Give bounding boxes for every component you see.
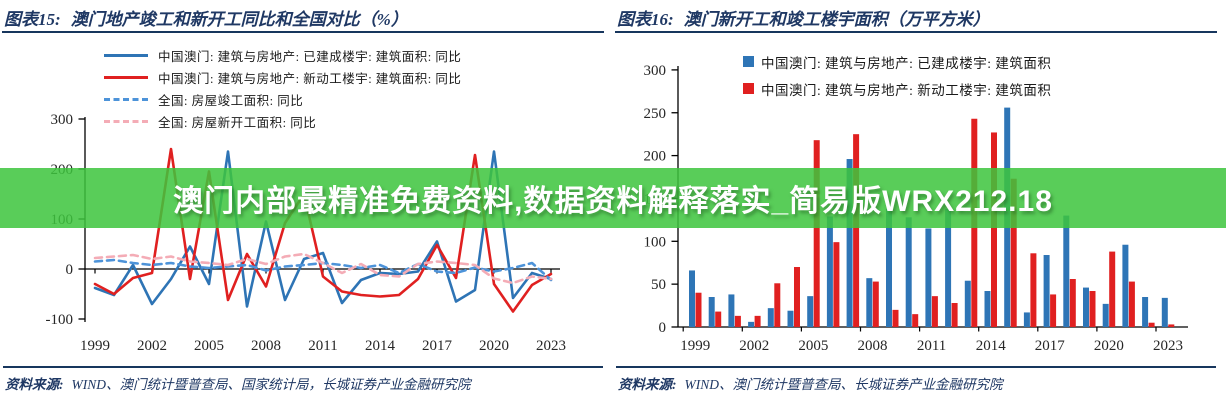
svg-text:2023: 2023 (536, 338, 566, 354)
legend-label: 中国澳门: 建筑与房地产: 新动工楼宇: 建筑面积 (761, 82, 1052, 98)
figure-number: 图表16: (617, 10, 674, 29)
svg-text:50: 50 (651, 277, 666, 293)
left-chart-title: 图表15: 澳门地产竣工和新开工同比和全国对比（%） (4, 5, 604, 30)
left-chart-legend: 中国澳门: 建筑与房地产: 已建成楼宇: 建筑面积: 同比 中国澳门: 建筑与房… (104, 44, 461, 132)
svg-text:2002: 2002 (137, 338, 167, 354)
svg-text:250: 250 (644, 106, 667, 122)
watermark-text: 澳门内部最精准免费资料,数据资料解释落实_简易版WRX212.18 (173, 185, 1053, 218)
svg-text:1999: 1999 (680, 338, 710, 354)
title-divider (615, 31, 1217, 33)
svg-text:2023: 2023 (1153, 338, 1183, 354)
left-chart-panel: 图表15: 澳门地产竣工和新开工同比和全国对比（%） 中国澳门: 建筑与房地产: … (2, 5, 605, 393)
left-source-note: 资料来源: WIND、澳门统计暨普查局、国家统计局，长城证券产业金融研究院 (5, 373, 605, 393)
svg-text:-100: -100 (46, 312, 74, 328)
svg-text:2014: 2014 (976, 338, 1007, 354)
svg-text:2011: 2011 (308, 338, 337, 354)
svg-text:2017: 2017 (1035, 338, 1066, 354)
source-text: WIND、澳门统计暨普查局、国家统计局，长城证券产业金融研究院 (71, 377, 471, 392)
svg-text:2005: 2005 (194, 338, 224, 354)
red-square-icon (743, 83, 754, 94)
svg-text:200: 200 (644, 149, 667, 165)
svg-text:2011: 2011 (917, 338, 946, 354)
legend-item: 全国: 房屋新开工面积: 同比 (104, 110, 461, 132)
blue-square-icon (743, 56, 754, 67)
pink-dashed-line-icon (104, 119, 148, 123)
blue-solid-line-icon (104, 53, 148, 57)
title-divider (2, 31, 604, 33)
svg-text:2008: 2008 (251, 338, 281, 354)
source-divider (616, 366, 1216, 368)
source-divider (3, 366, 603, 368)
svg-text:2020: 2020 (1094, 338, 1124, 354)
red-solid-line-icon (104, 75, 148, 79)
legend-item: 中国澳门: 建筑与房地产: 已建成楼宇: 建筑面积 (743, 48, 1051, 75)
svg-text:2005: 2005 (798, 338, 828, 354)
right-chart-legend: 中国澳门: 建筑与房地产: 已建成楼宇: 建筑面积 中国澳门: 建筑与房地产: … (743, 48, 1051, 102)
right-source-note: 资料来源: WIND、澳门统计暨普查局、长城证券产业金融研究院 (618, 373, 1218, 393)
source-label: 资料来源: (5, 377, 64, 392)
legend-item: 中国澳门: 建筑与房地产: 新动工楼宇: 建筑面积 (743, 75, 1051, 102)
right-chart-title: 图表16: 澳门新开工和竣工楼宇面积（万平方米） (617, 5, 1217, 30)
svg-text:2008: 2008 (858, 338, 888, 354)
svg-text:100: 100 (644, 234, 667, 250)
legend-label: 全国: 房屋新开工面积: 同比 (158, 115, 317, 130)
figure-title-text: 澳门地产竣工和新开工同比和全国对比（%） (70, 10, 408, 29)
legend-item: 全国: 房屋竣工面积: 同比 (104, 88, 461, 110)
legend-label: 全国: 房屋竣工面积: 同比 (158, 93, 304, 108)
svg-text:2014: 2014 (365, 338, 396, 354)
legend-label: 中国澳门: 建筑与房地产: 新动工楼宇: 建筑面积: 同比 (158, 71, 462, 86)
svg-text:300: 300 (644, 63, 667, 79)
svg-text:1999: 1999 (80, 338, 110, 354)
line-chart-macau-yoy: -100010020030019992002200520082011201420… (46, 112, 567, 354)
legend-item: 中国澳门: 建筑与房地产: 已建成楼宇: 建筑面积: 同比 (104, 44, 461, 66)
svg-text:2017: 2017 (422, 338, 453, 354)
svg-text:300: 300 (51, 112, 74, 128)
source-text: WIND、澳门统计暨普查局、长城证券产业金融研究院 (684, 377, 1003, 392)
source-label: 资料来源: (618, 377, 677, 392)
svg-text:2020: 2020 (479, 338, 509, 354)
figure-number: 图表15: (4, 10, 61, 29)
legend-label: 中国澳门: 建筑与房地产: 已建成楼宇: 建筑面积: 同比 (158, 49, 462, 64)
legend-item: 中国澳门: 建筑与房地产: 新动工楼宇: 建筑面积: 同比 (104, 66, 461, 88)
svg-text:0: 0 (659, 320, 667, 336)
legend-label: 中国澳门: 建筑与房地产: 已建成楼宇: 建筑面积 (761, 55, 1052, 71)
svg-text:2002: 2002 (739, 338, 769, 354)
figure-title-text: 澳门新开工和竣工楼宇面积（万平方米） (683, 10, 990, 29)
watermark-banner: 澳门内部最精准免费资料,数据资料解释落实_简易版WRX212.18 (0, 168, 1226, 228)
svg-text:0: 0 (66, 262, 74, 278)
blue-dashed-line-icon (104, 97, 148, 101)
